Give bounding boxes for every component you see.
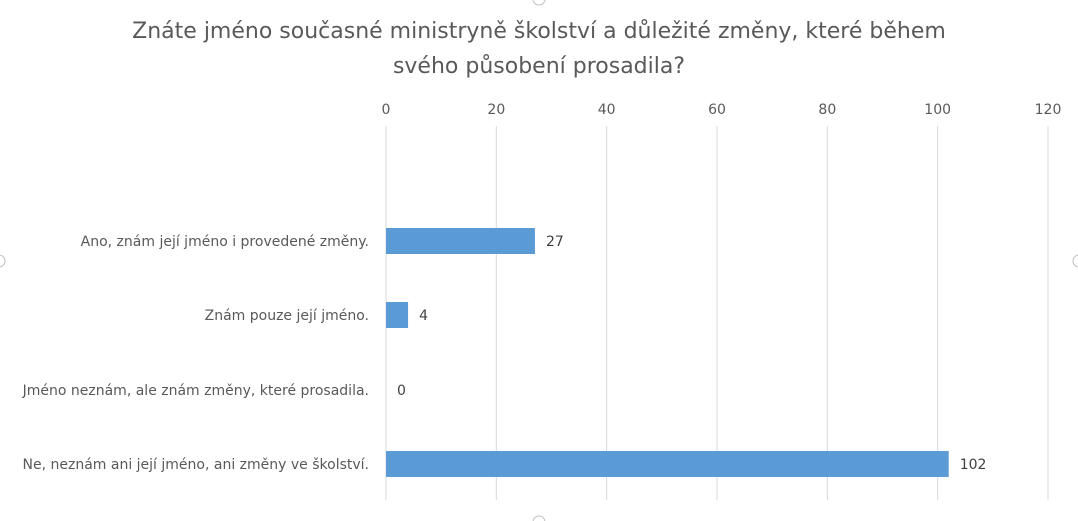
x-tick-label: 100 [924, 102, 951, 118]
bar [386, 302, 409, 328]
selection-handle-bottom [532, 515, 546, 521]
selection-handle-left [0, 254, 6, 268]
category-label: Ano, znám její jméno i provedené změny. [81, 234, 369, 250]
data-labels: 27 4 0 102 [397, 234, 986, 473]
category-label: Znám pouze její jméno. [205, 308, 369, 324]
x-tick-label: 20 [487, 102, 505, 118]
category-labels: Ano, znám její jméno i provedené změny. Z… [22, 234, 369, 473]
x-tick-label: 120 [1035, 102, 1062, 118]
selection-handle-right [1072, 254, 1078, 268]
x-tick-label: 80 [818, 102, 836, 118]
category-label: Jméno neznám, ale znám změny, které pros… [22, 383, 369, 399]
x-tick-label: 40 [598, 102, 616, 118]
data-label: 0 [397, 383, 406, 399]
x-tick-label: 0 [382, 102, 391, 118]
data-label: 102 [960, 457, 987, 473]
data-label: 4 [419, 308, 428, 324]
bars [386, 228, 949, 477]
chart-title-line-2: svého působení prosadila? [393, 54, 685, 79]
data-label: 27 [546, 234, 564, 250]
bar [386, 228, 535, 254]
x-tick-label: 60 [708, 102, 726, 118]
chart-title-line-1: Znáte jméno současné ministryně školství… [132, 19, 946, 44]
selection-handle-top [532, 0, 546, 6]
category-label: Ne, neznám ani její jméno, ani změny ve … [23, 457, 369, 473]
x-axis-ticks: 0 20 40 60 80 100 120 [382, 102, 1062, 118]
gridlines [385, 126, 1049, 500]
bar [386, 451, 949, 477]
